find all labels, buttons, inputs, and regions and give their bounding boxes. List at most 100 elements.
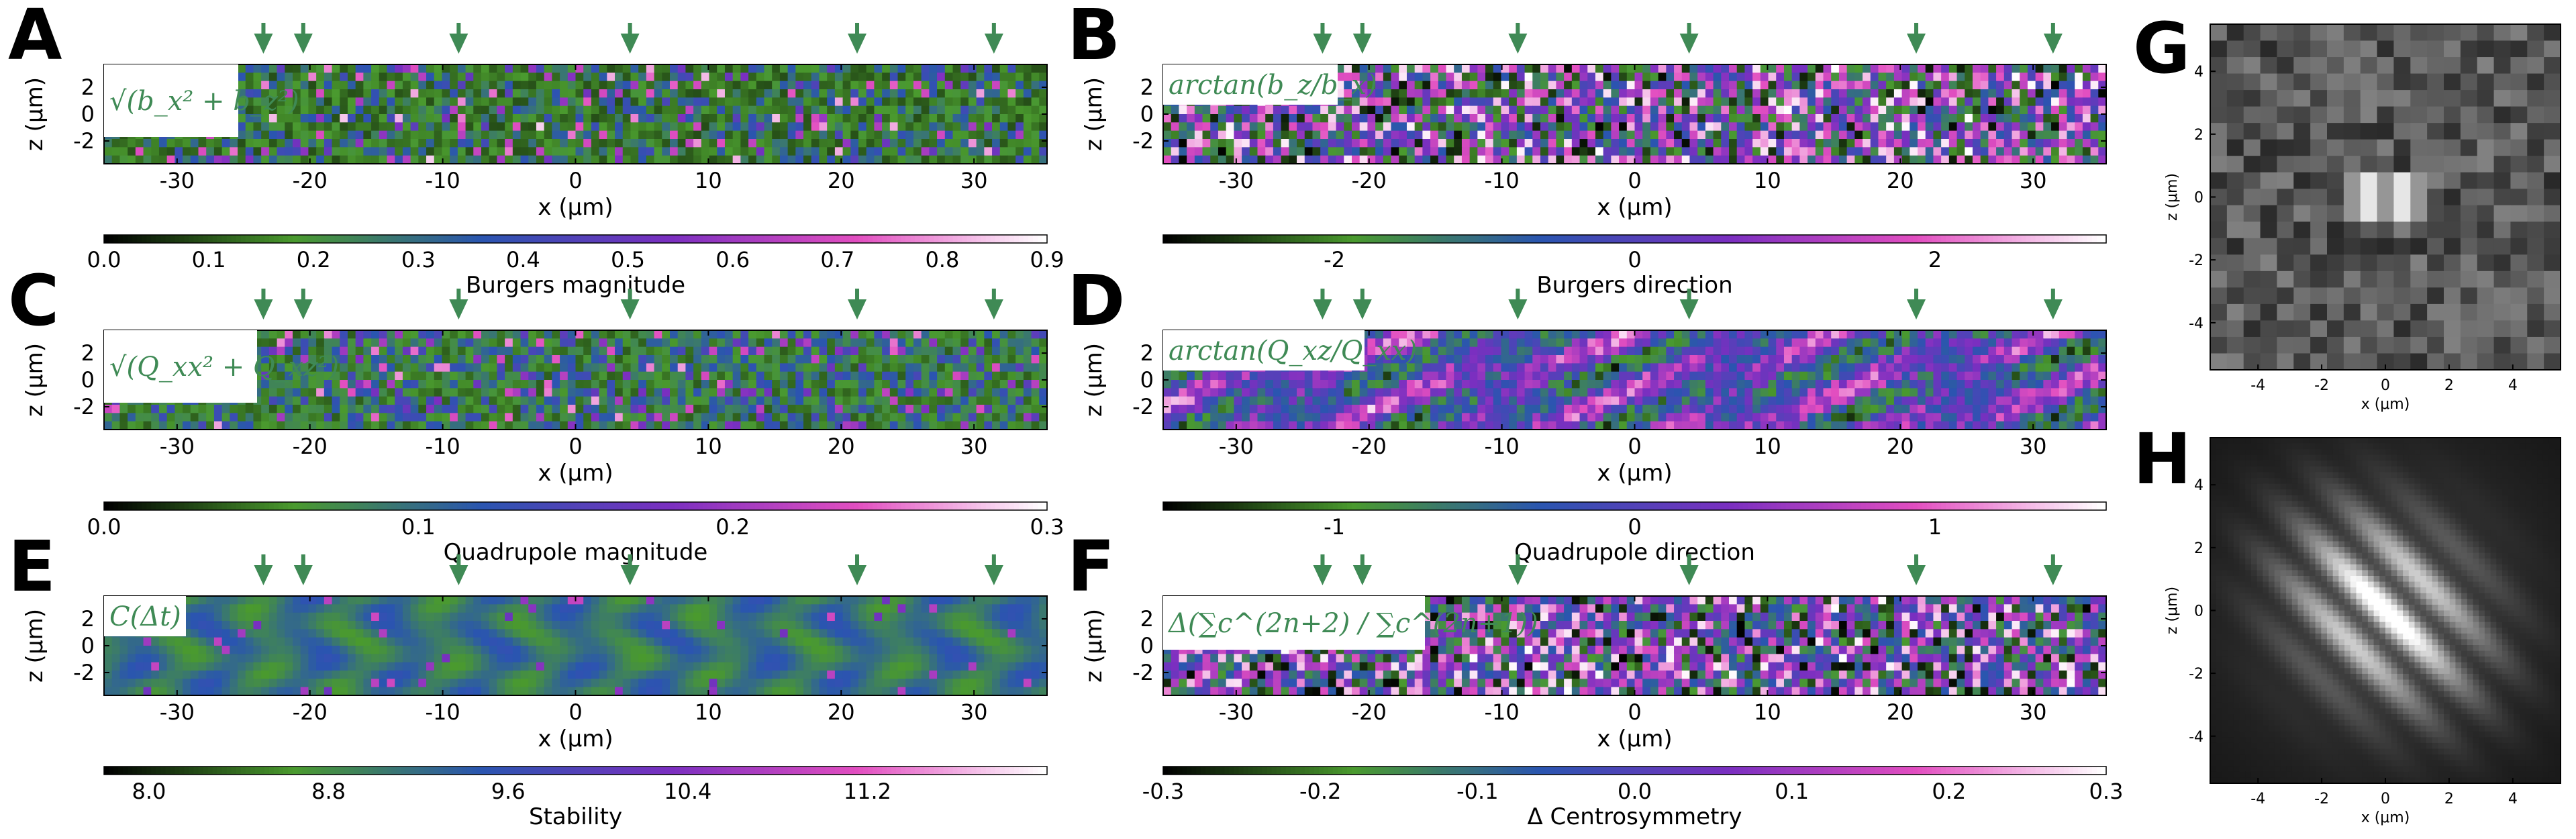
colorbar-segment <box>1569 235 1574 243</box>
heatmap-cell <box>795 396 804 405</box>
heatmap-cell <box>960 346 969 356</box>
heatmap-cell <box>960 338 969 348</box>
heatmap-cell <box>662 421 671 430</box>
heatmap-cell <box>481 139 490 148</box>
colorbar-segment <box>622 235 628 243</box>
heatmap-cell <box>1768 72 1777 82</box>
heatmap-cell <box>1736 114 1746 123</box>
heatmap-cell <box>811 72 820 82</box>
heatmap-cell <box>591 122 600 132</box>
heatmap-cell <box>567 89 577 98</box>
heatmap-cell <box>976 89 985 98</box>
heatmap-cell <box>787 114 796 123</box>
heatmap-cell <box>442 147 450 156</box>
heatmap-cell <box>717 388 726 397</box>
heatmap-cell <box>827 139 836 148</box>
heatmap-cell <box>450 147 458 156</box>
heatmap-cell <box>1736 97 1746 107</box>
x-tick-label: 10 <box>695 434 722 459</box>
heatmap-cell <box>465 139 474 148</box>
heatmap-cell <box>418 64 427 73</box>
heatmap-cell <box>1996 105 2005 115</box>
heatmap-cell <box>583 396 592 405</box>
heatmap-cell <box>591 413 600 422</box>
heatmap-cell <box>489 97 498 107</box>
heatmap-cell <box>221 413 230 422</box>
heatmap-cell <box>2082 130 2091 140</box>
heatmap-cell <box>1799 105 1808 115</box>
heatmap-cell <box>387 72 395 82</box>
heatmap-cell <box>347 64 356 73</box>
heatmap-cell <box>1446 114 1454 123</box>
colorbar-segment <box>1337 235 1343 243</box>
heatmap-cell <box>756 346 765 356</box>
colorbar-segment <box>1023 235 1029 243</box>
heatmap-cell <box>505 396 513 405</box>
heatmap-cell <box>662 371 671 381</box>
heatmap-cell <box>481 72 490 82</box>
heatmap-cell <box>575 122 584 132</box>
heatmap-cell <box>1163 130 1172 140</box>
heatmap-cell <box>905 114 914 123</box>
heatmap-cell <box>395 114 403 123</box>
heatmap-cell <box>520 81 529 90</box>
heatmap-cell <box>740 371 749 381</box>
colorbar-segment <box>1804 235 1810 243</box>
heatmap-cell <box>316 363 325 373</box>
heatmap-cell <box>489 388 498 397</box>
heatmap-cell <box>834 105 844 115</box>
colorbar-segment <box>2021 235 2027 243</box>
colorbar-segment <box>1625 235 1631 243</box>
heatmap-cell <box>426 405 435 413</box>
heatmap-cell <box>1031 330 1040 339</box>
heatmap-cell <box>1548 72 1557 82</box>
colorbar-segment <box>1795 235 1800 243</box>
heatmap-cell <box>630 405 639 413</box>
heatmap-cell <box>261 89 270 98</box>
heatmap-cell <box>1705 114 1714 123</box>
heatmap-cell <box>340 139 348 148</box>
heatmap-cell <box>1674 72 1683 82</box>
heatmap-cell <box>238 81 246 90</box>
heatmap-cell <box>811 89 820 98</box>
heatmap-cell <box>811 105 820 115</box>
heatmap-cell <box>2067 64 2075 73</box>
heatmap-cell <box>442 105 450 115</box>
heatmap-cell <box>347 122 356 132</box>
heatmap-cell <box>434 105 443 115</box>
heatmap-cell <box>1965 139 1973 148</box>
heatmap-cell <box>732 130 741 140</box>
heatmap-cell <box>968 363 977 373</box>
heatmap-cell <box>442 413 450 422</box>
heatmap-cell <box>827 330 836 339</box>
heatmap-cell <box>1359 122 1369 132</box>
heatmap-cell <box>764 105 773 115</box>
heatmap-cell <box>143 139 152 148</box>
colorbar-tick-label: 0.5 <box>611 247 645 273</box>
heatmap-cell <box>583 155 592 164</box>
heatmap-cell <box>1729 97 1738 107</box>
heatmap-cell <box>395 89 403 98</box>
heatmap-cell <box>1234 155 1242 164</box>
arrow-marker-stem <box>855 23 860 35</box>
heatmap-cell <box>1540 89 1549 98</box>
colorbar-tick-label: 0.1 <box>192 247 226 273</box>
heatmap-cell <box>1863 155 1871 164</box>
heatmap-cell <box>1477 105 1486 115</box>
heatmap-cell <box>434 89 443 98</box>
colorbar-segment <box>1004 235 1010 243</box>
heatmap-cell <box>1579 105 1588 115</box>
heatmap-cell <box>2082 97 2091 107</box>
x-tick-label: 0 <box>568 168 582 193</box>
heatmap-cell <box>1595 72 1604 82</box>
heatmap-cell <box>921 130 930 140</box>
heatmap-cell <box>732 105 741 115</box>
heatmap-cell <box>324 114 333 123</box>
heatmap-cell <box>1823 64 1832 73</box>
heatmap-cell <box>732 388 741 397</box>
heatmap-cell <box>1634 64 1643 73</box>
colorbar-segment <box>170 502 175 510</box>
heatmap-cell <box>724 380 734 389</box>
heatmap-cell <box>1965 155 1973 164</box>
heatmap-cell <box>607 155 615 164</box>
